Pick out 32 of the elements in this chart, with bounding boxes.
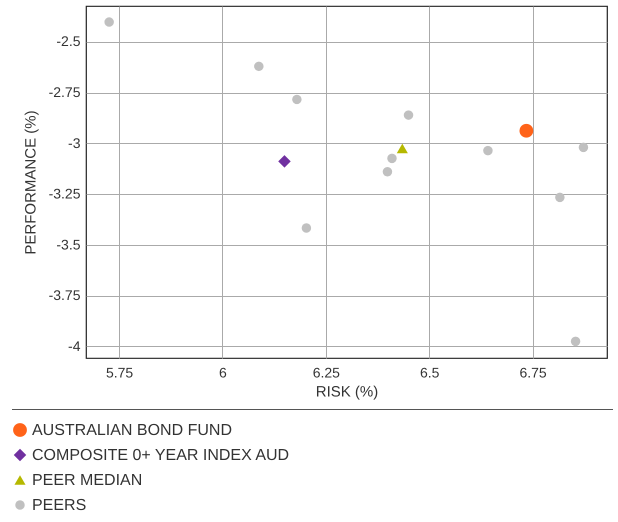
y-tick-label: -4 (68, 338, 81, 354)
point (254, 62, 264, 72)
legend-label: PEER MEDIAN (32, 472, 142, 489)
x-tick-label: 6.5 (420, 364, 440, 380)
point (278, 155, 291, 168)
y-tick-label: -2.75 (48, 84, 81, 100)
point (387, 154, 397, 164)
y-axis-title: PERFORMANCE (%) (22, 110, 40, 255)
point (302, 223, 312, 233)
x-tick-label: 6.25 (312, 364, 340, 380)
point (570, 336, 580, 346)
x-axis-title: RISK (%) (316, 384, 378, 400)
y-tick-label: -3.25 (48, 186, 81, 202)
y-tick-label: -2.5 (56, 33, 81, 50)
point (382, 167, 392, 176)
point (483, 146, 493, 156)
point (555, 192, 565, 202)
point (578, 142, 588, 152)
point (404, 110, 414, 120)
y-tick-label: -3.5 (56, 236, 81, 252)
legend-label: AUSTRALIAN BOND FUND (32, 422, 232, 439)
y-tick-label: -3.75 (48, 287, 81, 304)
legend-label: PEERS (32, 497, 86, 514)
x-tick-label: 6 (219, 364, 228, 380)
point (519, 124, 534, 138)
point (396, 144, 408, 154)
legend-label: COMPOSITE 0+ YEAR INDEX AUD (32, 447, 290, 464)
point (104, 17, 114, 27)
point (292, 94, 302, 104)
x-tick-label: 6.75 (519, 364, 547, 380)
x-tick-label: 5.75 (106, 364, 134, 380)
y-tick-label: -3 (68, 134, 81, 151)
